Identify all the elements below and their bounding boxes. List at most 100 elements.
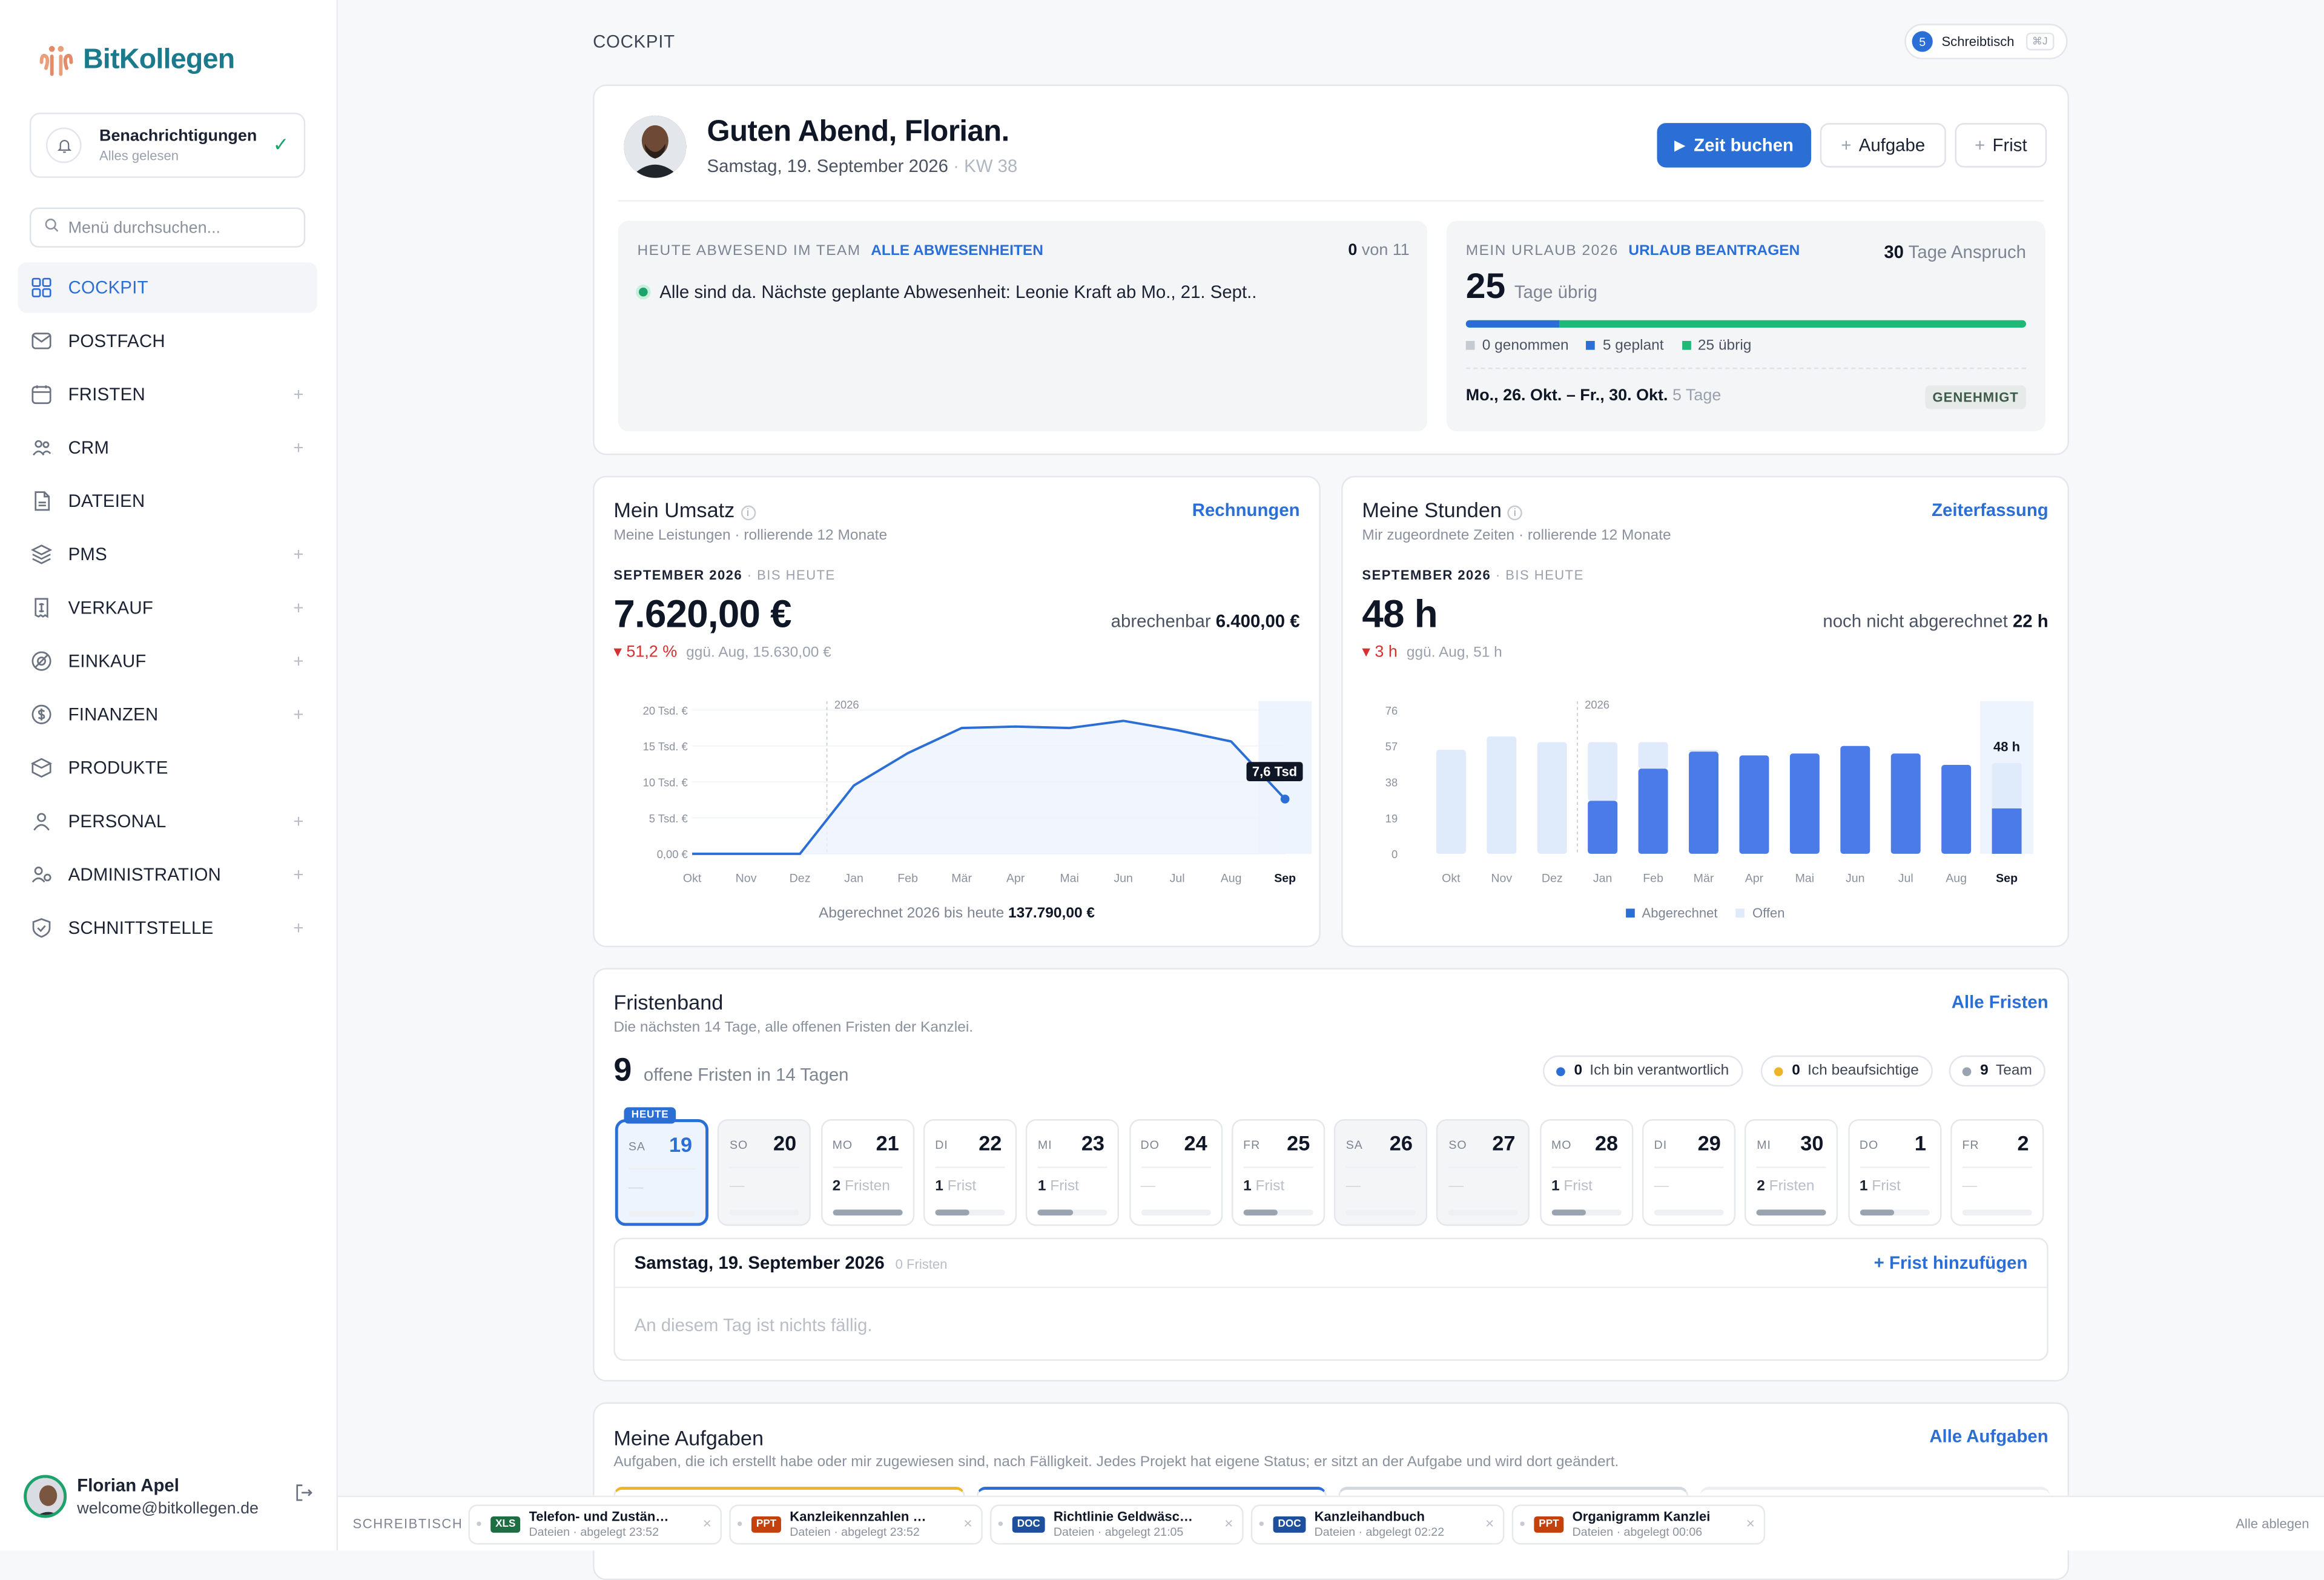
plus-icon[interactable]: + xyxy=(293,704,303,725)
logout-icon[interactable] xyxy=(294,1481,314,1510)
drag-handle-icon[interactable]: ● xyxy=(1519,1519,1525,1529)
menu-search-input[interactable]: Menü durchsuchen... xyxy=(30,208,305,248)
sidebar-item-verkauf[interactable]: VERKAUF + xyxy=(18,583,317,633)
desk-item-subtitle: Dateien · abgelegt 23:52 xyxy=(790,1525,963,1539)
all-absences-link[interactable]: Alle Abwesenheiten xyxy=(871,243,1043,259)
add-deadline-label: Frist xyxy=(1993,135,2027,156)
sidebar-item-administration[interactable]: ADMINISTRATION+ xyxy=(18,850,317,900)
clear-desk-button[interactable]: Alle ablegen xyxy=(2236,1516,2309,1531)
close-icon[interactable]: × xyxy=(1746,1516,1755,1532)
sidebar-item-einkauf[interactable]: EINKAUF+ xyxy=(18,636,317,686)
hours-title: Meine Stunden i xyxy=(1362,498,1522,521)
plus-icon[interactable]: + xyxy=(293,544,303,564)
day-load-fill xyxy=(1757,1209,1826,1215)
request-vacation-link[interactable]: Urlaub beantragen xyxy=(1628,243,1800,259)
plus-icon[interactable]: + xyxy=(293,384,303,405)
sidebar-item-pms[interactable]: PMS+ xyxy=(18,529,317,580)
deadline-unit: Frist xyxy=(1563,1178,1593,1195)
all-deadlines-link[interactable]: Alle Fristen xyxy=(1952,992,2048,1013)
sidebar-item-postfach[interactable]: POSTFACH xyxy=(18,316,317,366)
sidebar-item-finanzen[interactable]: FINANZEN+ xyxy=(18,689,317,739)
desk-toggle-button[interactable]: 5 Schreibtisch ⌘J xyxy=(1904,24,2067,59)
drag-handle-icon[interactable]: ● xyxy=(1258,1519,1264,1529)
plus-icon[interactable]: + xyxy=(293,437,303,458)
sidebar-item-schnittstelle[interactable]: SCHNITTSTELLE + xyxy=(18,903,317,953)
bar-open xyxy=(1436,750,1466,854)
bar-billed xyxy=(1790,753,1820,854)
page-title: Guten Abend, Florian. xyxy=(707,116,1009,150)
close-icon[interactable]: × xyxy=(1224,1516,1233,1532)
deadline-number: 1 xyxy=(935,1178,943,1195)
divider xyxy=(1551,1166,1621,1168)
sidebar-item-produkte[interactable]: PRODUKTE xyxy=(18,742,317,793)
invoices-link[interactable]: Rechnungen xyxy=(1192,500,1300,520)
day-number: 20 xyxy=(773,1131,796,1155)
book-time-button[interactable]: ▶Zeit buchen xyxy=(1657,123,1812,167)
day-load-fill xyxy=(1243,1209,1278,1215)
hours-change: ▾ 3 h ggü. Aug, 51 h xyxy=(1362,642,1502,661)
drag-handle-icon[interactable]: ● xyxy=(737,1519,743,1529)
sidebar-item-label: SCHNITTSTELLE xyxy=(68,917,214,938)
day-weekday: MI xyxy=(1038,1139,1052,1152)
drag-handle-icon[interactable]: ● xyxy=(997,1519,1003,1529)
sidebar-item-cockpit[interactable]: COCKPIT xyxy=(18,262,317,312)
close-icon[interactable]: × xyxy=(963,1516,972,1532)
close-icon[interactable]: × xyxy=(703,1516,711,1532)
plus-icon[interactable]: + xyxy=(293,811,303,831)
sidebar-item-label: VERKAUF xyxy=(68,597,153,618)
vacation-period: Mo., 26. Okt. – Fr., 30. Okt. 5 Tage xyxy=(1466,387,1722,405)
sidebar-item-crm[interactable]: CRM+ xyxy=(18,423,317,473)
plus-icon[interactable]: + xyxy=(293,917,303,938)
x-tick-label: Jan xyxy=(844,871,863,885)
plus-icon[interactable]: + xyxy=(293,597,303,618)
drag-handle-icon[interactable]: ● xyxy=(476,1519,482,1529)
today-badge: HEUTE xyxy=(624,1107,676,1123)
close-icon[interactable]: × xyxy=(1485,1516,1494,1532)
add-deadline-button[interactable]: +Frist xyxy=(1955,123,2047,167)
person-icon xyxy=(31,811,51,831)
logo[interactable]: BitKollegen xyxy=(37,42,234,81)
sidebar-item-dateien[interactable]: DATEIEN xyxy=(18,476,317,526)
absent-label: HEUTE ABWESEND IM TEAM Alle Abwesenheite… xyxy=(638,243,1043,259)
day-load-bar xyxy=(730,1209,799,1215)
x-tick-label: Nov xyxy=(1491,871,1512,885)
plus-icon[interactable]: + xyxy=(293,651,303,672)
add-task-button[interactable]: +Aufgabe xyxy=(1820,123,1946,167)
plus-icon[interactable]: + xyxy=(293,864,303,885)
user-profile[interactable]: Florian Apel welcome@bitkollegen.de xyxy=(24,1472,314,1519)
time-tracking-link[interactable]: Zeiterfassung xyxy=(1932,500,2048,520)
absent-message: Alle sind da. Nächste geplante Abwesenhe… xyxy=(636,282,1256,302)
day-weekday: MO xyxy=(833,1139,853,1152)
breadcrumb: COCKPIT xyxy=(593,31,675,51)
sidebar-item-personal[interactable]: PERSONAL+ xyxy=(18,796,317,846)
sidebar-item-fristen[interactable]: FRISTEN+ xyxy=(18,369,317,419)
vacation-label: MEIN URLAUB 2026 Urlaub beantragen xyxy=(1466,243,1800,259)
divider xyxy=(1243,1166,1313,1168)
add-deadline-link[interactable]: + Frist hinzufügen xyxy=(1874,1252,2028,1273)
all-tasks-link[interactable]: Alle Aufgaben xyxy=(1929,1426,2048,1447)
notifications-button[interactable]: Benachrichtigungen Alles gelesen ✓ xyxy=(30,113,305,178)
